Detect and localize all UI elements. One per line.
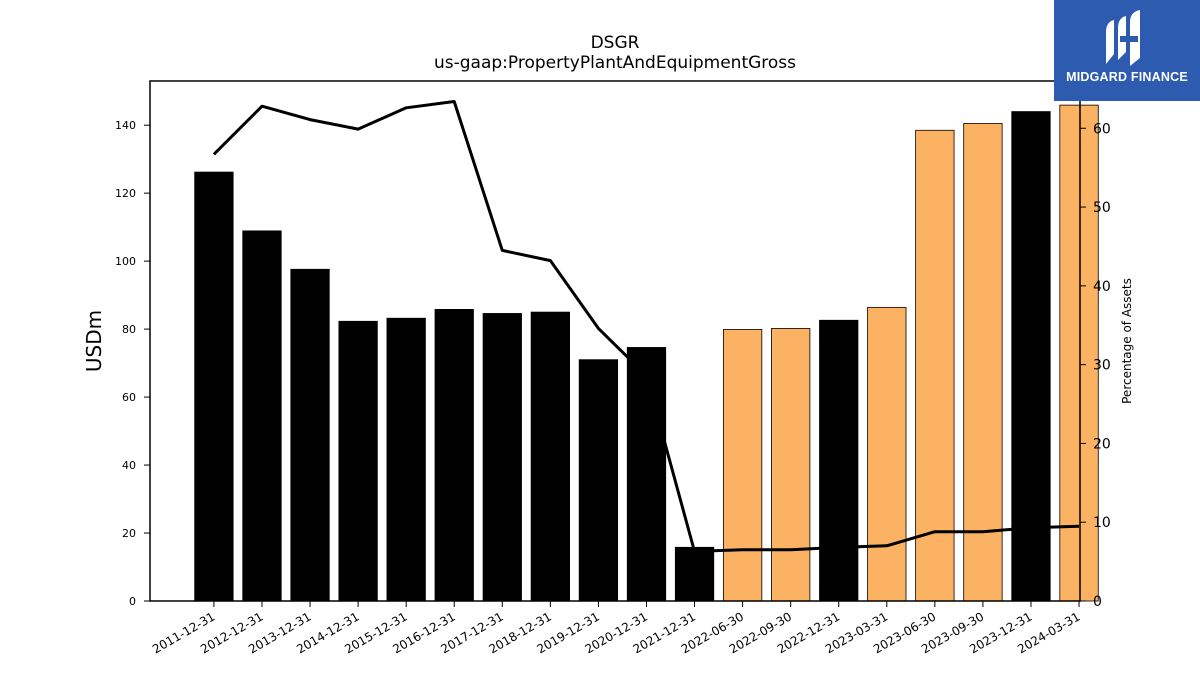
y-tick-label: 140 [115,119,136,132]
bar [242,230,282,602]
bar [1011,111,1051,602]
bar [963,123,1003,602]
bar [674,546,715,602]
bar [771,328,811,602]
bar [434,308,474,602]
chart-subtitle: us-gaap:PropertyPlantAndEquipmentGross [434,53,796,73]
bar [290,268,330,602]
y-right-tick-label: 40 [1093,279,1111,295]
bar [722,329,763,602]
bar [578,359,619,602]
y-tick-label: 20 [122,527,136,540]
plot-frame [149,80,1081,602]
y-tick-label: 40 [122,459,136,472]
percentage-line [212,100,1080,553]
bar [338,320,378,602]
line-group [212,100,1080,553]
bar [867,306,907,602]
bar [1059,104,1099,602]
bar [194,171,234,602]
y-right-tick-label: 30 [1093,358,1111,374]
bar [915,129,955,602]
y-right-tick-label: 20 [1093,436,1111,452]
y-tick-label: 80 [122,323,136,336]
bar [819,319,859,602]
y-right-tick-label: 10 [1093,515,1111,531]
bar [530,311,570,602]
brand-name: MIDGARD FINANCE [1066,70,1188,84]
y-right-tick-label: 50 [1093,200,1111,216]
y-axis-label: USDm [82,310,106,372]
bar [626,347,667,602]
chart-title: DSGR [591,33,640,53]
brand-logo: MIDGARD FINANCE [1054,0,1200,101]
bars-group [194,104,1099,602]
y-tick-label: 0 [129,595,136,608]
bar [482,313,522,602]
midgard-logo-icon [1106,10,1140,66]
y-tick-label: 60 [122,391,136,404]
y-right-tick-label: 60 [1093,121,1111,137]
bar [386,317,426,602]
y-tick-label: 100 [115,255,136,268]
y-right-tick-label: 0 [1093,594,1102,610]
y-axis-right-label: Percentage of Assets [1120,278,1134,404]
y-tick-label: 120 [115,187,136,200]
